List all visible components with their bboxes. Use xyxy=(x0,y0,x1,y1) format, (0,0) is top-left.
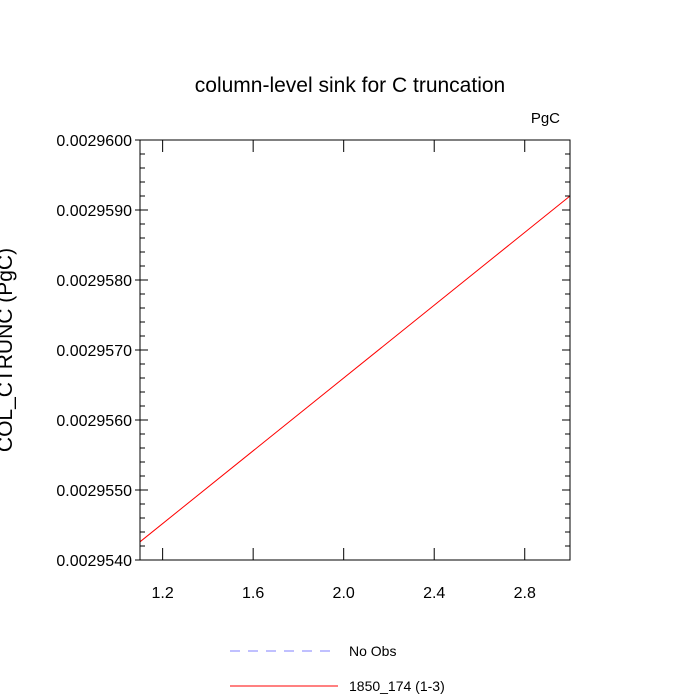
plot-frame xyxy=(139,139,571,561)
x-tick-label: 1.6 xyxy=(242,585,264,602)
x-tick-label: 1.2 xyxy=(152,585,174,602)
x-tick-label: 2.4 xyxy=(423,585,445,602)
y-tick-label: 0.0029590 xyxy=(56,203,132,220)
ticks-layer: 1.2 1.6 2.0 2.4 2.8 0.0029540 0.0029550 0.00295… xyxy=(56,133,570,602)
y-tick-label: 0.0029570 xyxy=(56,343,132,360)
chart-title: column-level sink for C truncation xyxy=(195,74,505,97)
legend-label-0: No Obs xyxy=(349,643,396,659)
y-tick-label: 0.0029560 xyxy=(56,413,132,430)
series-layer xyxy=(140,195,570,543)
series-line-1 xyxy=(140,195,570,543)
x-tick-label: 2.8 xyxy=(514,585,536,602)
units-label: PgC xyxy=(531,110,560,127)
legend: No Obs 1850_174 (1-3) xyxy=(230,643,445,694)
legend-label-1: 1850_174 (1-3) xyxy=(349,678,445,694)
y-axis-label: COL_CTRUNC (PgC) xyxy=(0,248,17,452)
x-tick-label: 2.0 xyxy=(333,585,355,602)
y-tick-label: 0.0029550 xyxy=(56,483,132,500)
y-tick-label: 0.0029540 xyxy=(56,553,132,570)
y-tick-label: 0.0029600 xyxy=(56,133,132,150)
y-tick-label: 0.0029580 xyxy=(56,273,132,290)
